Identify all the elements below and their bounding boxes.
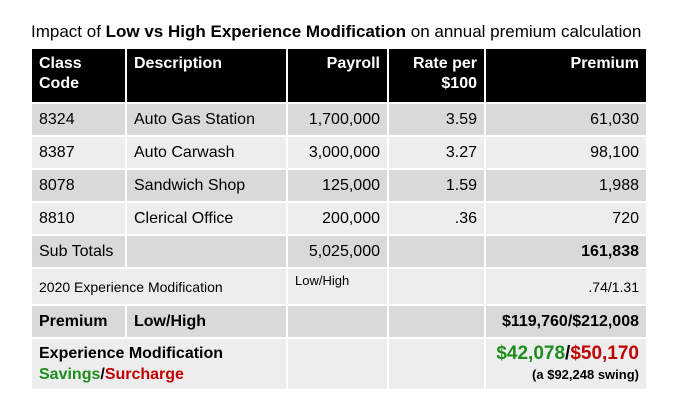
cell-description: Auto Gas Station xyxy=(125,102,288,137)
exp-mod-empty xyxy=(387,267,486,306)
cell-payroll: 125,000 xyxy=(286,168,389,203)
savings-empty xyxy=(387,337,486,391)
page-title: Impact of Low vs High Experience Modific… xyxy=(31,22,641,42)
table-row: 8078 Sandwich Shop 125,000 1.59 1,988 xyxy=(30,168,648,203)
cell-premium: 720 xyxy=(484,201,648,236)
subtotals-payroll: 5,025,000 xyxy=(286,234,389,269)
cell-description: Auto Carwash xyxy=(125,135,288,170)
cell-code: 8810 xyxy=(30,201,127,236)
surcharge-word: Surcharge xyxy=(104,366,184,383)
subtotals-empty xyxy=(387,234,486,269)
premium-table: Class Code Description Payroll Rate per $1… xyxy=(30,47,648,391)
cell-payroll: 200,000 xyxy=(286,201,389,236)
savings-value-slash: / xyxy=(565,342,571,364)
cell-description: Sandwich Shop xyxy=(125,168,288,203)
swing-note: (a $92,248 swing) xyxy=(532,366,639,382)
cell-code: 8324 xyxy=(30,102,127,137)
header-payroll: Payroll xyxy=(286,47,389,104)
premium-empty xyxy=(286,304,389,339)
premium-empty xyxy=(387,304,486,339)
exp-mod-label: 2020 Experience Modification xyxy=(30,267,288,306)
cell-premium: 98,100 xyxy=(484,135,648,170)
subtotals-row: Sub Totals 5,025,000 161,838 xyxy=(30,234,648,269)
cell-premium: 1,988 xyxy=(484,168,648,203)
premium-value: $119,760/$212,008 xyxy=(484,304,648,339)
savings-label: Experience Modification xyxy=(39,345,224,362)
cell-payroll: 3,000,000 xyxy=(286,135,389,170)
cell-description: Clerical Office xyxy=(125,201,288,236)
savings-row: Experience Modification Savings/Surcharg… xyxy=(30,337,648,391)
header-premium: Premium xyxy=(484,47,648,104)
exp-mod-type: Low/High xyxy=(286,267,389,306)
table-row: 8324 Auto Gas Station 1,700,000 3.59 61,… xyxy=(30,102,648,137)
savings-word: Savings xyxy=(39,366,101,383)
subtotals-empty xyxy=(125,234,288,269)
table-row: 8387 Auto Carwash 3,000,000 3.27 98,100 xyxy=(30,135,648,170)
savings-value-cell: $42,078/$50,170 (a $92,248 swing) xyxy=(484,337,648,391)
title-bold: Low vs High Experience Modification xyxy=(105,22,407,41)
cell-rate: .36 xyxy=(387,201,486,236)
exp-mod-row: 2020 Experience Modification Low/High .7… xyxy=(30,267,648,306)
surcharge-value: $50,170 xyxy=(570,342,639,364)
header-rate: Rate per $100 xyxy=(387,47,486,104)
exp-mod-value: .74/1.31 xyxy=(484,267,648,306)
cell-rate: 3.59 xyxy=(387,102,486,137)
cell-premium: 61,030 xyxy=(484,102,648,137)
title-suffix: on annual premium calculation xyxy=(406,22,642,41)
cell-rate: 1.59 xyxy=(387,168,486,203)
table-row: 8810 Clerical Office 200,000 .36 720 xyxy=(30,201,648,236)
premium-type: Low/High xyxy=(125,304,288,339)
cell-code: 8387 xyxy=(30,135,127,170)
header-description: Description xyxy=(125,47,288,104)
premium-label: Premium xyxy=(30,304,127,339)
cell-rate: 3.27 xyxy=(387,135,486,170)
subtotals-label: Sub Totals xyxy=(30,234,127,269)
header-class-code: Class Code xyxy=(30,47,127,104)
savings-value: $42,078 xyxy=(496,342,566,364)
savings-slash: / xyxy=(100,366,105,383)
header-row: Class Code Description Payroll Rate per $1… xyxy=(30,47,648,104)
title-prefix: Impact of xyxy=(31,22,106,41)
premium-row: Premium Low/High $119,760/$212,008 xyxy=(30,304,648,339)
savings-label-cell: Experience Modification Savings/Surcharg… xyxy=(30,337,288,391)
savings-empty xyxy=(286,337,389,391)
cell-payroll: 1,700,000 xyxy=(286,102,389,137)
subtotals-premium: 161,838 xyxy=(484,234,648,269)
cell-code: 8078 xyxy=(30,168,127,203)
